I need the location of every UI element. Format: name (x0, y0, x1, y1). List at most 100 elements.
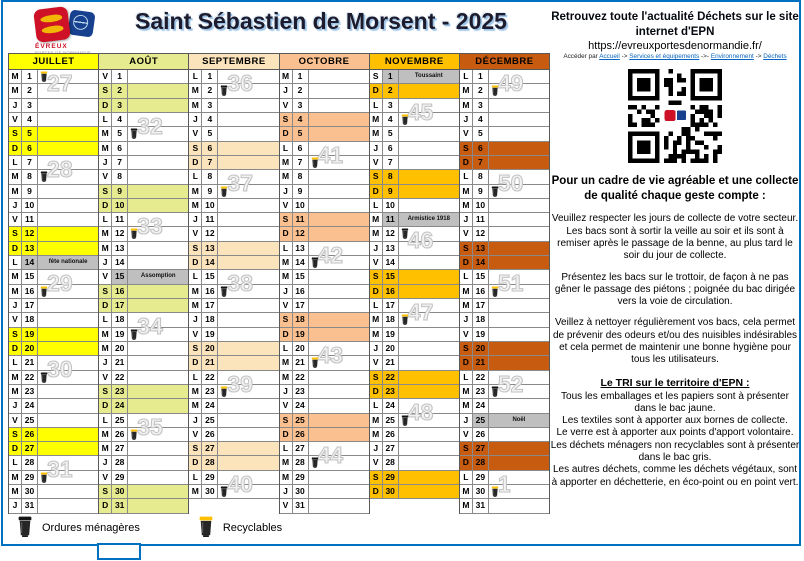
day-notes-cell (218, 313, 278, 326)
day-letter-cell: L (370, 198, 383, 213)
day-letter-cell: M (280, 356, 293, 370)
day-letter-cell: V (280, 499, 293, 513)
day-row: J 28 (99, 456, 189, 471)
day-notes-cell (218, 428, 278, 441)
day-notes-cell (218, 485, 278, 498)
day-notes-cell (218, 199, 278, 212)
day-row: J 30 (279, 485, 369, 500)
day-letter-cell: L (460, 270, 473, 284)
day-letter-cell: D (369, 284, 383, 298)
day-number-cell: 10 (383, 198, 399, 213)
day-number-cell: 19 (202, 327, 219, 341)
day-number-cell: 21 (202, 356, 219, 370)
breadcrumb-link-dechets[interactable]: Déchets (763, 53, 787, 61)
day-number-cell: 8 (382, 170, 399, 184)
day-row: M 20 (99, 341, 189, 357)
day-notes-cell (489, 499, 549, 512)
day-number-cell: 6 (472, 141, 489, 155)
day-letter-cell: D (9, 141, 22, 155)
day-notes-cell (399, 113, 459, 126)
day-number-cell: 27 (383, 442, 399, 456)
day-row: L 28 31 (9, 456, 99, 482)
day-row: M 23 (9, 384, 99, 400)
day-notes-cell (128, 170, 188, 183)
day-notes-cell (128, 256, 188, 269)
day-letter-cell: J (460, 213, 473, 227)
day-number-cell: 29 (473, 470, 489, 485)
day-notes-cell (309, 485, 369, 498)
recycling-bin-icon (491, 486, 499, 497)
day-letter-cell: M (280, 470, 293, 485)
recycling-bin-icon (401, 114, 408, 125)
day-letter-cell: J (370, 341, 383, 356)
quality-heading: Pour un cadre de vie agréable et une col… (551, 175, 799, 203)
day-notes-cell (128, 342, 188, 355)
day-number-cell: 16 (382, 284, 399, 298)
breadcrumb-link-accueil[interactable]: Accueil (599, 53, 620, 61)
day-notes-cell (128, 442, 188, 455)
day-letter-cell: M (9, 270, 22, 284)
day-number-cell: 5 (383, 127, 399, 141)
day-notes-cell (128, 371, 188, 384)
day-number-cell: 26 (292, 427, 309, 442)
day-notes-cell (398, 170, 459, 184)
day-number-cell: 18 (112, 313, 129, 327)
day-notes-cell (128, 284, 189, 298)
day-notes-cell (489, 199, 549, 212)
day-notes-cell: 27 (38, 70, 98, 96)
day-letter-cell: J (99, 155, 113, 170)
breadcrumb-link-services[interactable]: Services et équipements (629, 53, 700, 61)
day-notes-cell (488, 141, 550, 155)
day-row: D 24 (99, 399, 189, 414)
day-number-cell: 25 (112, 413, 129, 427)
day-number-cell: 1 (202, 70, 219, 84)
day-letter-cell: S (99, 184, 113, 198)
month-column-2: AOÛT V 1 S 2 D 3 L 4 32 M 5 M 6 J 7 V 8 S 9 D 10 L 11 33 M 12 M 13 J 1… (99, 54, 190, 514)
day-row: L 8 50 (459, 170, 550, 196)
day-notes-cell (38, 199, 98, 212)
day-notes-cell (309, 471, 369, 484)
day-row: S 1 Toussaint (369, 70, 459, 85)
day-row: M 16 (459, 284, 550, 299)
day-number-cell: 10 (202, 198, 219, 213)
day-row: J 11 (459, 213, 550, 228)
day-letter-cell: S (9, 127, 22, 141)
day-letter-cell: L (9, 456, 22, 470)
recycling-bin-icon (40, 472, 48, 483)
tri-text: Tous les emballages et les papiers sont … (550, 391, 800, 489)
day-notes-cell (309, 285, 369, 298)
day-number-cell: 14 (383, 256, 399, 270)
day-number-cell: 21 (112, 356, 129, 370)
breadcrumb-link-environnement[interactable]: Environnement (710, 53, 754, 61)
day-letter-cell: M (99, 327, 113, 341)
day-notes-cell: Assomption (128, 270, 189, 284)
day-letter-cell: V (9, 213, 22, 227)
site-url-link[interactable]: https://evreuxportesdenormandie.fr/ (588, 40, 762, 53)
day-letter-cell: M (370, 327, 383, 341)
day-notes-cell (489, 313, 549, 326)
day-notes-cell: 32 (128, 113, 188, 138)
month-column-4: OCTOBRE M 1 J 2 V 3 S 4 D 5 L 6 41 M 7 M 8 J 9 V 10 S 11 D 12 L 13 4… (279, 54, 370, 514)
day-number-cell: 4 (292, 112, 309, 127)
day-notes-cell (218, 155, 279, 170)
day-number-cell: 11 (22, 213, 38, 227)
day-row: D 13 (9, 241, 99, 257)
holiday-label: Noël (512, 416, 526, 423)
day-number-cell: 29 (293, 470, 309, 485)
day-letter-cell: J (9, 299, 22, 313)
day-row: D 26 (279, 427, 369, 443)
day-row: J 18 (459, 313, 550, 328)
day-number-cell: 21 (472, 356, 489, 370)
day-notes-cell (398, 384, 459, 399)
day-letter-cell: D (99, 399, 113, 413)
day-row: S 22 (369, 370, 459, 385)
day-letter-cell: D (279, 327, 293, 341)
day-notes-cell (398, 485, 459, 499)
day-number-cell: 2 (112, 84, 129, 98)
day-row: V 18 (9, 313, 99, 328)
day-row: M 17 (189, 299, 279, 314)
